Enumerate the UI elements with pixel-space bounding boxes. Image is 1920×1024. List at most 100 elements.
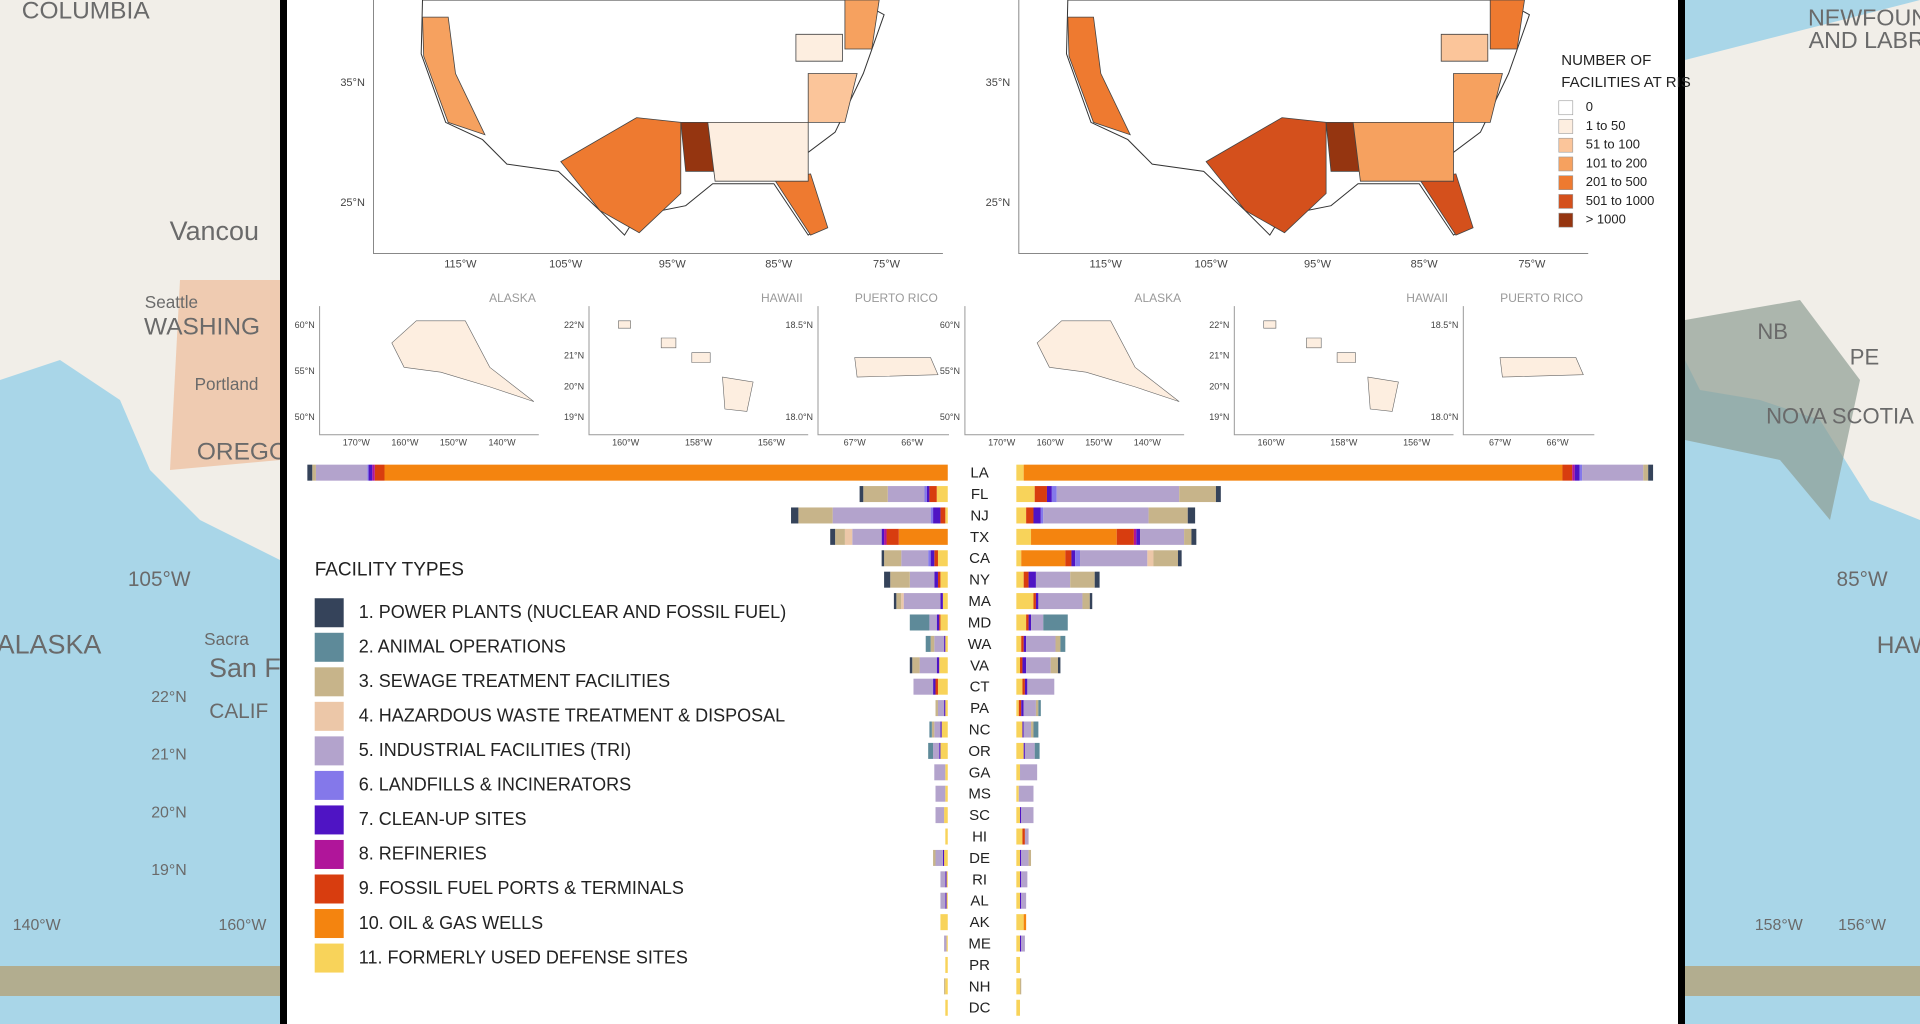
bar-segment	[940, 892, 946, 909]
bar-segment	[1022, 828, 1025, 845]
bar-segment	[1035, 593, 1039, 610]
bar-segment	[1023, 914, 1027, 931]
bar-segment	[909, 657, 913, 674]
inset-lat-label: 18.0°N	[1431, 412, 1459, 422]
bar-segment	[1562, 464, 1573, 481]
legend-swatch	[314, 598, 344, 628]
background-label: 140°W	[13, 917, 61, 934]
bar-segment	[936, 657, 940, 674]
state-label: PA	[970, 700, 989, 717]
bar-segment	[1116, 528, 1134, 545]
lat-label: 25°N	[340, 197, 365, 209]
state-fill	[1352, 122, 1454, 182]
state-label: DE	[969, 850, 990, 867]
bar-segment	[1094, 571, 1100, 588]
bar-segment	[937, 678, 948, 695]
bar-segment	[942, 849, 945, 866]
bar-segment	[1177, 550, 1182, 567]
bar-segment	[1020, 892, 1022, 909]
legend-swatch	[314, 839, 344, 869]
state-label: VA	[970, 657, 989, 674]
background-label: Seattle	[145, 292, 198, 312]
map-legend-swatch	[1558, 194, 1574, 209]
bar-segment	[1089, 593, 1093, 610]
bar-segment	[1031, 721, 1034, 738]
lon-label: 95°W	[659, 258, 687, 270]
lon-label: 115°W	[444, 258, 477, 270]
lon-label: 105°W	[1194, 258, 1228, 270]
bar-segment	[937, 550, 948, 567]
state-label: LA	[970, 465, 988, 482]
bar-segment	[1016, 657, 1021, 674]
bar-segment	[1038, 593, 1083, 610]
bar-segment	[1018, 700, 1022, 717]
inset-lat-label: 19°N	[1209, 412, 1229, 422]
bar-segment	[944, 807, 948, 824]
legend-label: 9. FOSSIL FUEL PORTS & TERMINALS	[359, 878, 684, 898]
legend-swatch	[314, 667, 344, 697]
bar-segment	[946, 871, 948, 888]
background-label: Sacra	[204, 629, 249, 649]
bar-segment	[937, 571, 941, 588]
inset-lat-label: 18.5°N	[1431, 320, 1459, 330]
state-label: CA	[969, 550, 990, 567]
inset-land	[660, 337, 677, 349]
bar-segment	[1016, 914, 1024, 931]
legend-title: FACILITY TYPES	[315, 560, 464, 581]
state-label: SC	[969, 807, 990, 824]
background-province-right	[1685, 300, 1860, 520]
bar-segment	[1020, 978, 1022, 995]
bar-segment	[312, 464, 316, 481]
bar-segment	[944, 635, 946, 652]
bar-segment	[1021, 700, 1024, 717]
inset-lat-label: 21°N	[1209, 351, 1229, 361]
inset-lat-label: 19°N	[564, 412, 584, 422]
bar-segment	[945, 635, 948, 652]
background-state-left	[170, 280, 280, 470]
inset-lon-label: 67°W	[844, 438, 867, 448]
bar-segment	[1021, 871, 1028, 888]
bar-segment	[909, 571, 935, 588]
state-fill	[1489, 0, 1525, 50]
inset-land	[1499, 357, 1584, 378]
bar-segment	[852, 528, 882, 545]
state-label: DC	[969, 1000, 991, 1017]
bar-segment	[1574, 464, 1580, 481]
bar-segment	[941, 721, 948, 738]
inset-land	[1336, 352, 1356, 363]
bar-segment	[1153, 550, 1178, 567]
inset-title: HAWAII	[1406, 291, 1448, 305]
bar-segment	[935, 849, 943, 866]
bar-segment	[1024, 742, 1035, 759]
lat-label: 35°N	[986, 77, 1011, 89]
bar-segment	[1024, 678, 1028, 695]
bar-segment	[1021, 892, 1027, 909]
background-label: WASHING	[144, 314, 260, 341]
bar-segment	[1016, 571, 1024, 588]
bar-segment	[832, 507, 931, 524]
state-label: NC	[969, 721, 991, 738]
bar-segment	[798, 507, 833, 524]
bar-segment	[1022, 657, 1027, 674]
bar-segment	[1024, 828, 1029, 845]
bar-segment	[945, 871, 947, 888]
bar-segment	[944, 849, 948, 866]
state-fill	[560, 117, 682, 234]
bar-segment	[1016, 550, 1022, 567]
state-label: ME	[968, 936, 991, 953]
bar-segment	[931, 721, 935, 738]
state-fill	[807, 73, 858, 123]
bar-segment	[934, 721, 941, 738]
bar-segment	[933, 742, 940, 759]
legend-swatch	[314, 909, 344, 939]
bar-segment	[924, 486, 927, 503]
bar-segment	[1016, 528, 1032, 545]
state-label: FL	[971, 486, 989, 503]
bar-segment	[1051, 486, 1057, 503]
bar-segment	[1071, 550, 1076, 567]
bar-segment	[945, 764, 948, 781]
background-label: ALASKA	[0, 630, 101, 660]
bar-segment	[1046, 486, 1052, 503]
map-legend-swatch	[1558, 137, 1574, 153]
state-label: NY	[969, 572, 990, 589]
